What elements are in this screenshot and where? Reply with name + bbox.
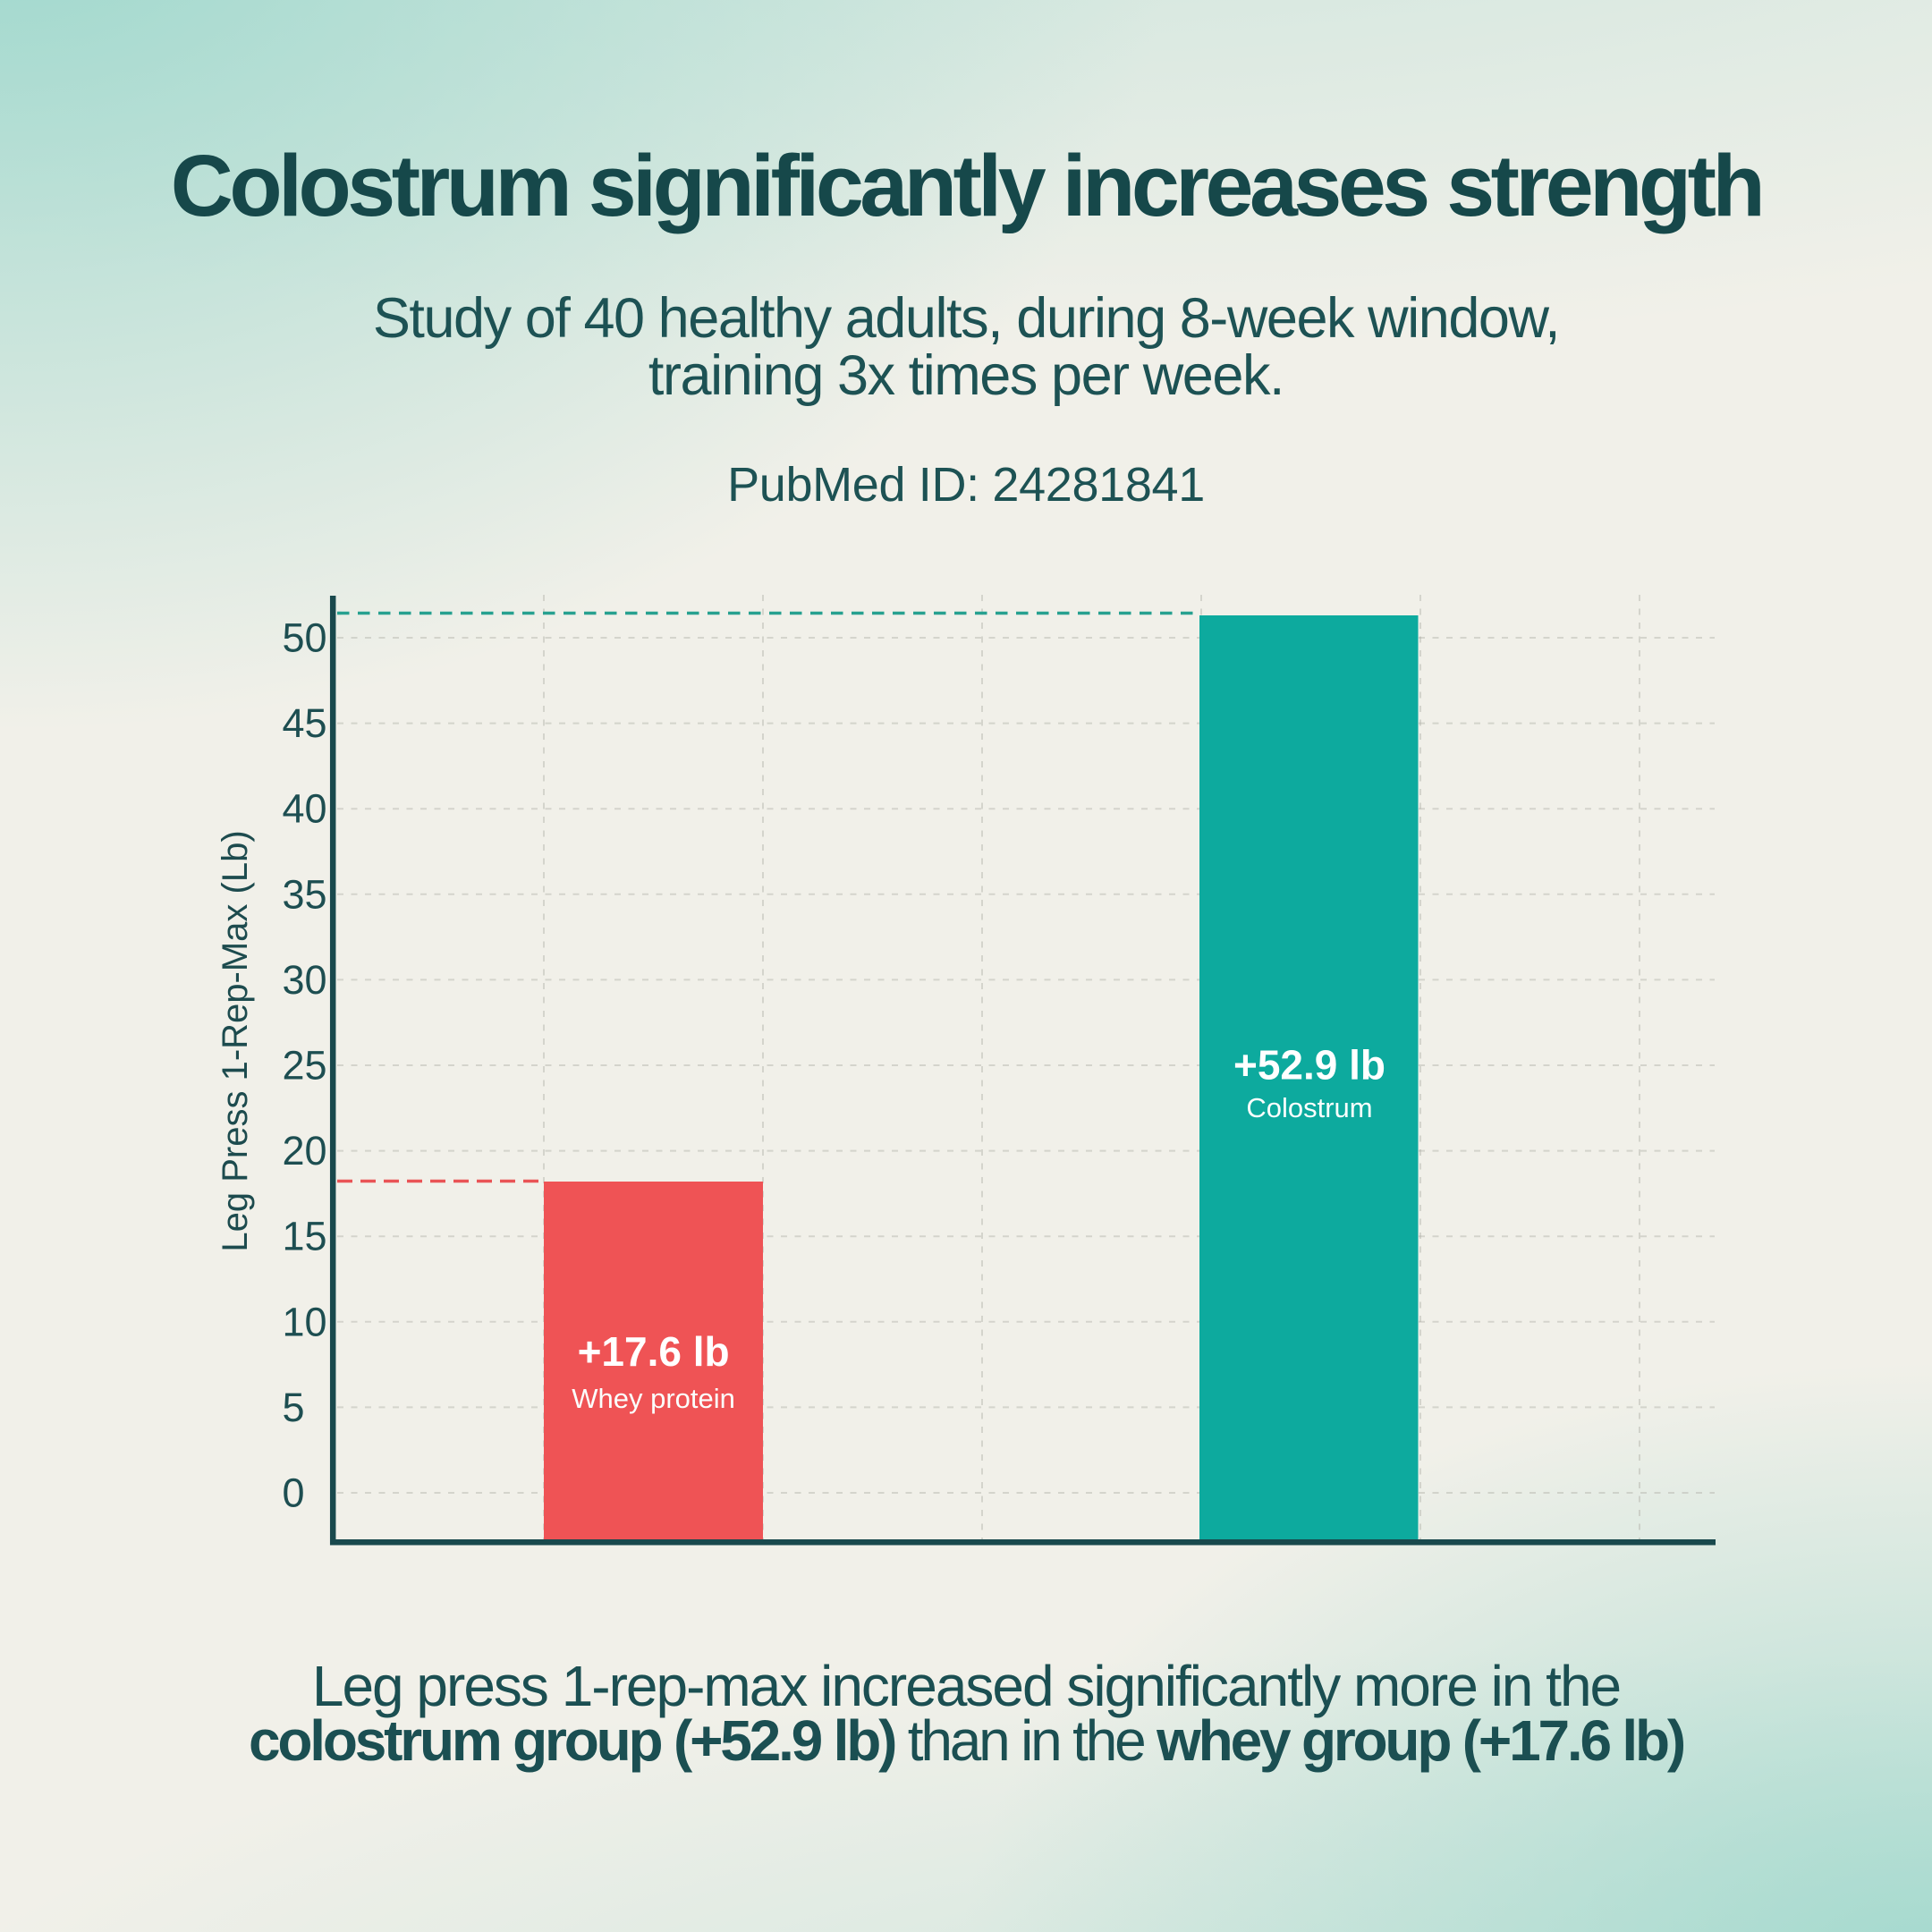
svg-text:PubMed ID: 24281841: PubMed ID: 24281841 (727, 458, 1205, 512)
svg-text:50: 50 (283, 615, 327, 661)
svg-text:Colostrum significantly increa: Colostrum significantly increases streng… (171, 137, 1761, 234)
svg-text:0: 0 (283, 1470, 305, 1516)
svg-text:Study of 40 healthy adults, du: Study of 40 healthy adults, during 8-wee… (373, 287, 1559, 350)
svg-text:10: 10 (283, 1299, 327, 1344)
svg-text:30: 30 (283, 957, 327, 1003)
svg-text:5: 5 (283, 1385, 305, 1430)
svg-text:Leg press 1-rep-max increased: Leg press 1-rep-max increased significan… (312, 1654, 1620, 1718)
svg-text:+52.9 lb: +52.9 lb (1233, 1042, 1385, 1089)
svg-text:25: 25 (283, 1043, 327, 1089)
svg-text:Whey protein: Whey protein (572, 1383, 735, 1414)
svg-text:20: 20 (283, 1128, 327, 1174)
svg-text:+17.6 lb: +17.6 lb (578, 1328, 730, 1375)
svg-text:Colostrum: Colostrum (1246, 1092, 1372, 1123)
svg-text:15: 15 (283, 1214, 327, 1259)
svg-text:Leg Press 1-Rep-Max (Lb): Leg Press 1-Rep-Max (Lb) (216, 830, 255, 1251)
svg-text:45: 45 (283, 700, 327, 746)
svg-text:training 3x times per week.: training 3x times per week. (648, 344, 1284, 407)
svg-text:colostrum group (+52.9 lb) tha: colostrum group (+52.9 lb) than in the w… (249, 1708, 1684, 1773)
svg-text:35: 35 (283, 871, 327, 917)
svg-text:40: 40 (283, 786, 327, 832)
